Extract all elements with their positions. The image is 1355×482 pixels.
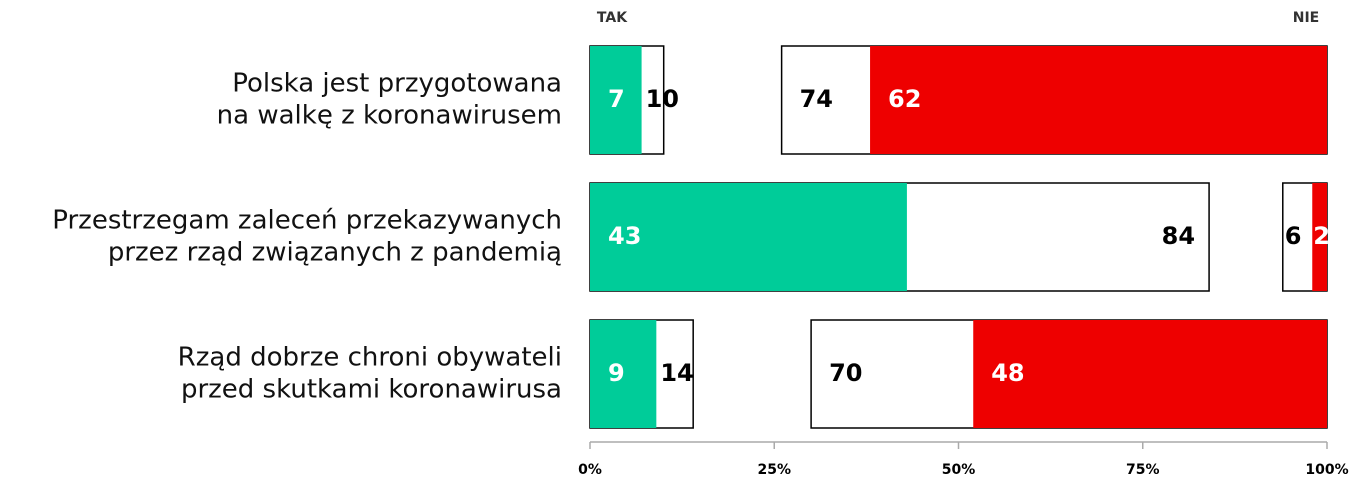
category-label: przez rząd związanych z pandemią [108,238,562,268]
category-label: Rząd dobrze chroni obywateli [178,343,562,373]
nie-total-label: 70 [829,359,862,387]
tak-total-label: 14 [660,359,693,387]
category-label: Przestrzegam zaleceń przekazywanych [52,206,562,236]
nie-label: 2 [1313,222,1330,250]
category-label: przed skutkami koronawirusa [181,375,562,405]
x-tick-label: 100% [1305,462,1348,478]
tak-bar [590,183,907,291]
nie-total-label: 6 [1285,222,1302,250]
nie-header: NIE [1293,10,1320,26]
tak-label: 7 [608,85,625,113]
tak-total-label: 84 [1162,222,1195,250]
tak-total-label: 10 [646,85,679,113]
category-label: Polska jest przygotowana [232,69,562,99]
nie-bar [1312,183,1327,291]
x-tick-label: 50% [942,462,976,478]
category-label: na walkę z koronawirusem [217,101,562,131]
x-tick-label: 25% [757,462,791,478]
tak-bar [590,320,657,428]
nie-label: 62 [888,85,921,113]
x-tick-label: 75% [1126,462,1160,478]
nie-bar [870,46,1327,154]
tak-label: 43 [608,222,641,250]
nie-label: 48 [991,359,1024,387]
nie-bar [973,320,1327,428]
nie-total-label: 74 [800,85,833,113]
tak-label: 9 [608,359,625,387]
tak-bar [590,46,642,154]
tak-header: TAK [597,10,628,26]
x-tick-label: 0% [578,462,602,478]
